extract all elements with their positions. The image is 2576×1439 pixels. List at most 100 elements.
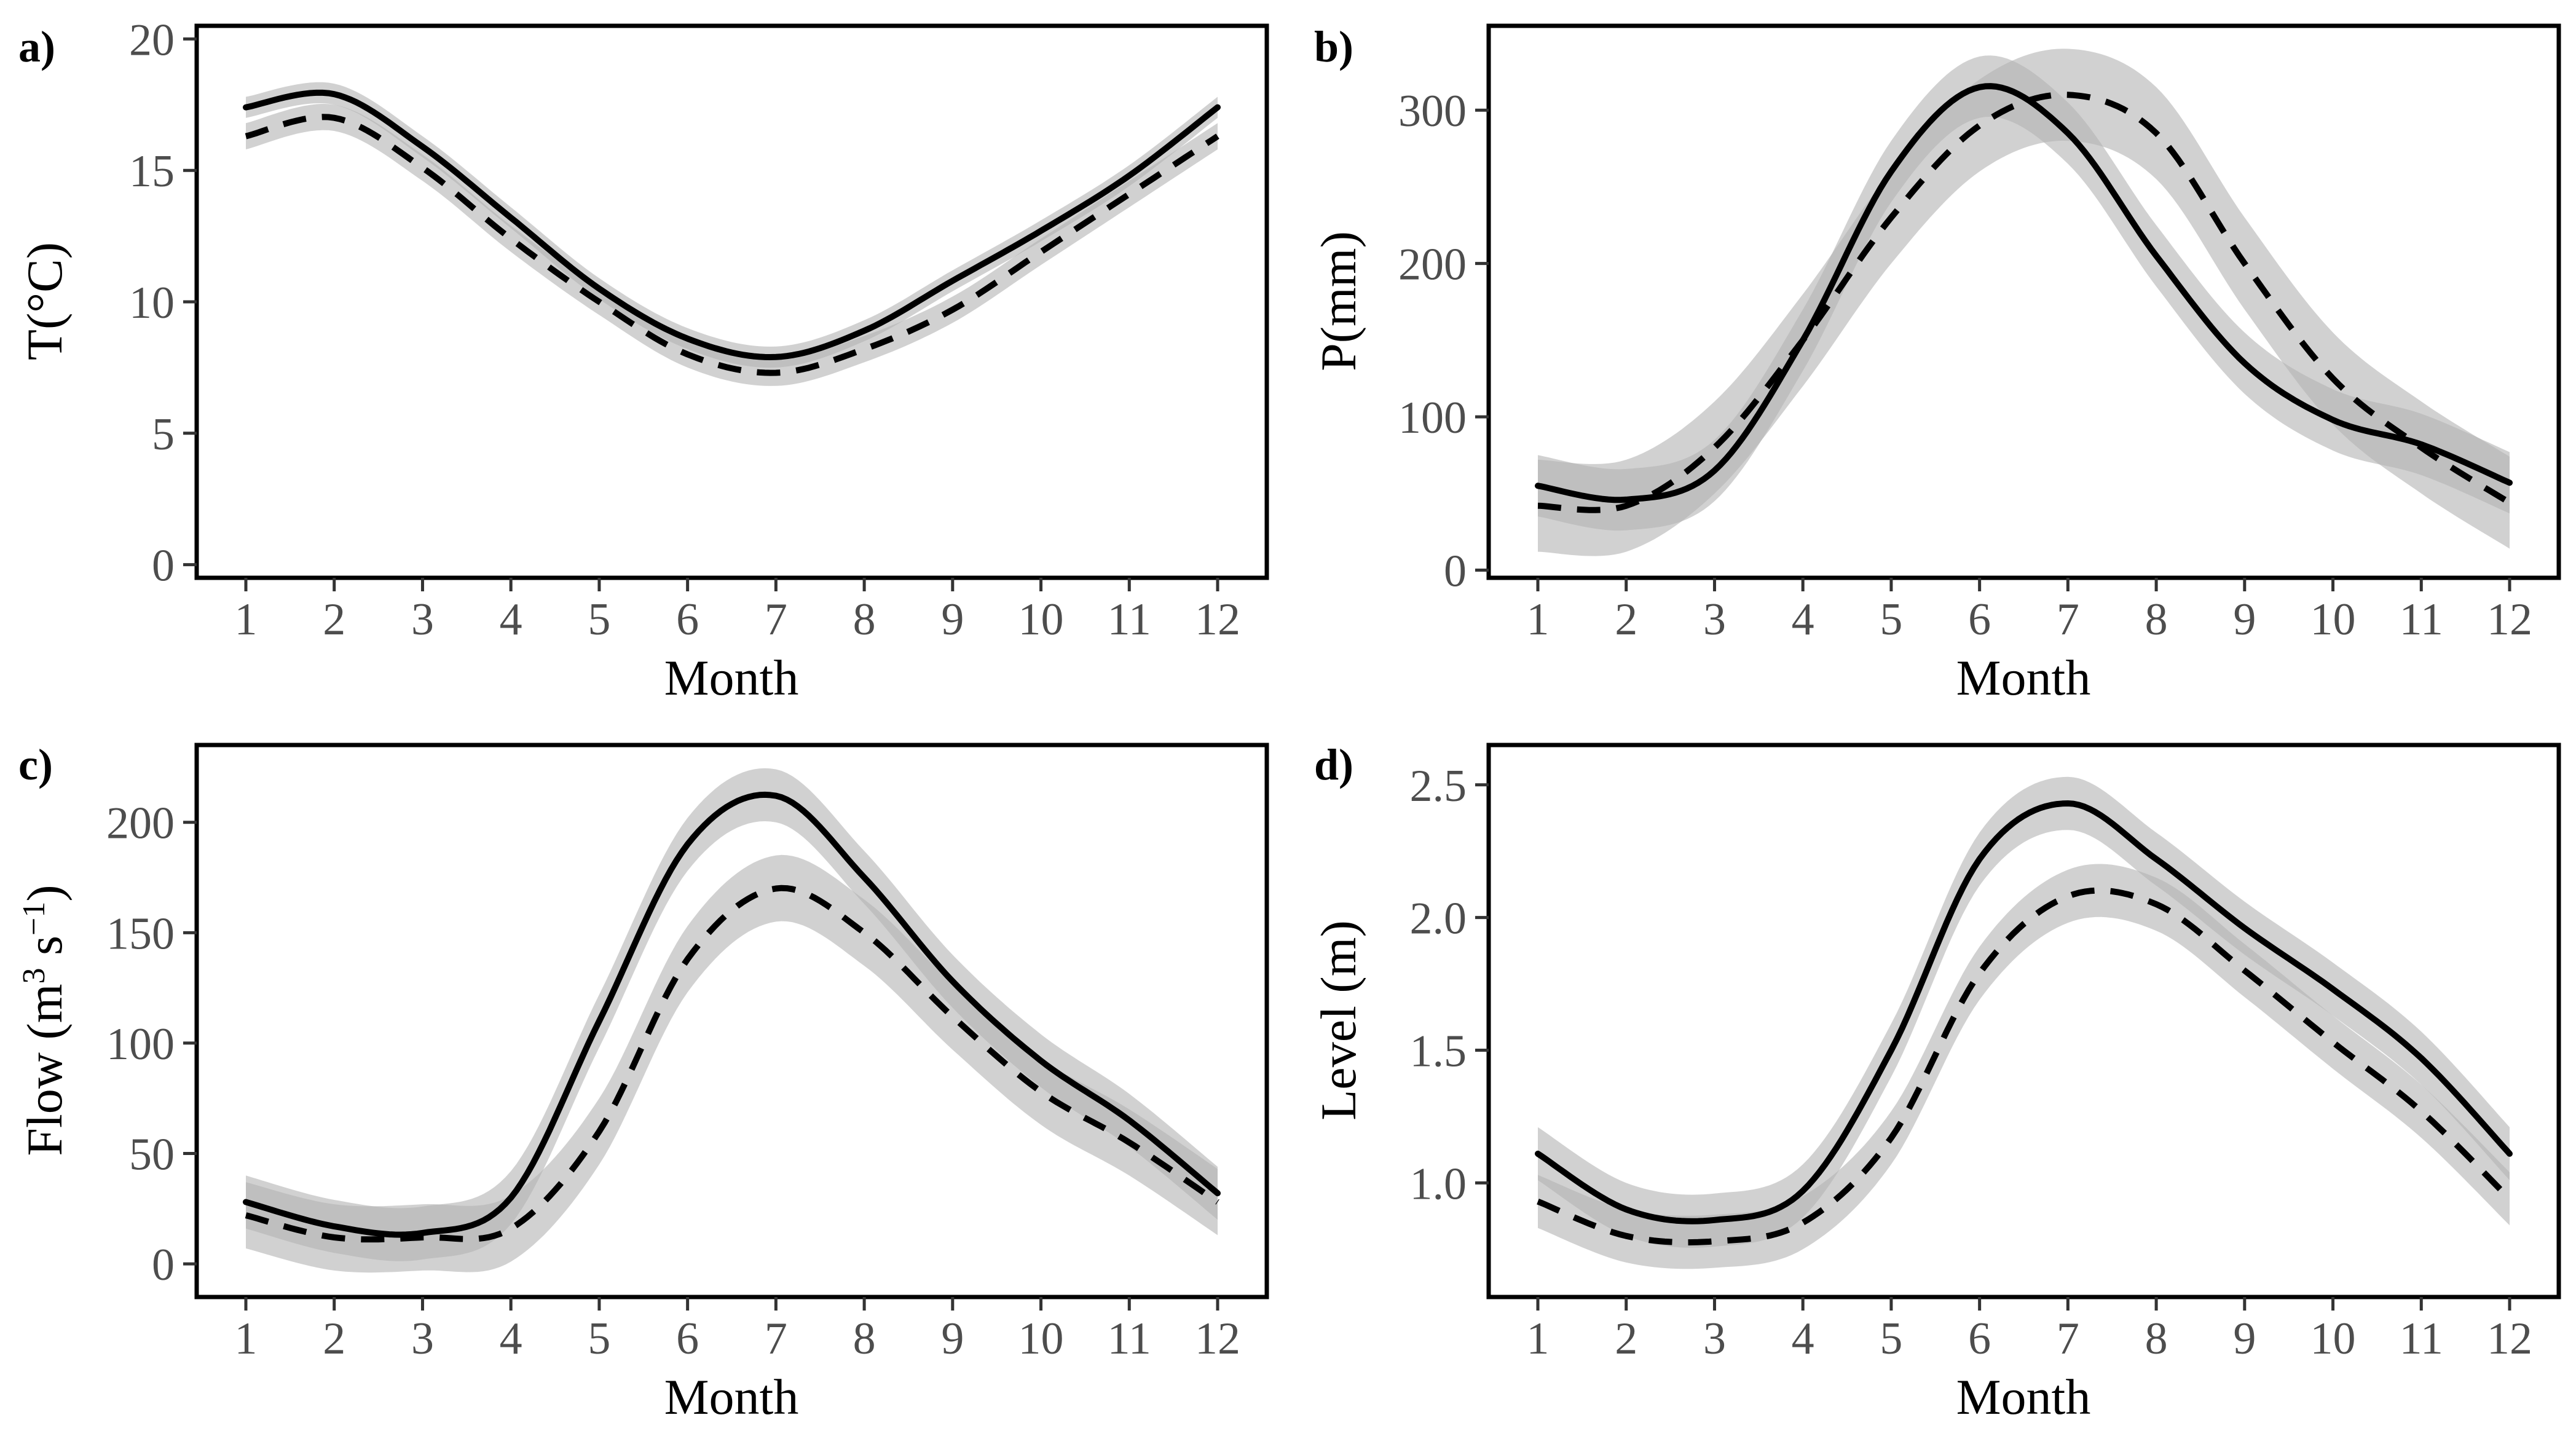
plot-frame	[1486, 743, 2561, 1299]
x-tick-label: 1	[1527, 1314, 1550, 1364]
x-tick-label: 6	[676, 594, 699, 645]
x-tick-label: 10	[2310, 1314, 2356, 1364]
x-tick-label: 3	[411, 1314, 434, 1364]
x-tick-label: 5	[1880, 1314, 1902, 1364]
y-axis-title-end: )	[17, 885, 73, 901]
y-tick-label: 150	[106, 909, 175, 959]
x-tick-label: 10	[1018, 1314, 1064, 1364]
x-axis-title: Month	[1956, 1369, 2091, 1425]
x-tick-label: 12	[1195, 594, 1240, 645]
x-tick-label: 1	[235, 594, 258, 645]
x-tick-label: 8	[2145, 594, 2168, 645]
x-tick-label: 4	[1792, 594, 1814, 645]
x-tick-label: 12	[2487, 1314, 2532, 1364]
y-tick-label: 0	[152, 541, 175, 591]
y-tick-label: 0	[152, 1240, 175, 1290]
x-tick-label: 11	[1108, 594, 1151, 645]
y-tick-label: 1.5	[1410, 1026, 1467, 1076]
y-tick-label: 10	[129, 278, 175, 328]
y-axis-title: P(mm)	[1310, 231, 1366, 371]
confidence-band	[1538, 776, 2510, 1248]
y-axis-title-mid: s	[17, 936, 73, 968]
x-tick-label: 2	[1615, 1314, 1637, 1364]
x-tick-label: 3	[1703, 594, 1726, 645]
dashed-series-line	[245, 885, 1219, 1243]
x-tick-label: 6	[1968, 1314, 1991, 1364]
panel-label: d)	[1314, 740, 1353, 789]
x-tick-label: 1	[235, 1314, 258, 1364]
y-axis: 1.0 1.5 2.0 2.5	[1410, 761, 1489, 1209]
solid-series-line	[1535, 800, 2513, 1224]
solid-series-line	[1535, 83, 2513, 503]
y-axis-title-sup1: 3	[17, 968, 52, 984]
x-tick-label: 11	[2400, 594, 2443, 645]
y-axis: 0 100 200 300	[1398, 86, 1489, 597]
x-tick-label: 4	[500, 594, 522, 645]
y-tick-label: 2.0	[1410, 894, 1467, 944]
x-tick-label: 9	[2233, 1314, 2256, 1364]
plot-frame	[1486, 23, 2561, 580]
y-axis: 0 50 100 150 200	[106, 798, 197, 1290]
x-tick-label: 9	[2233, 594, 2256, 645]
confidence-band	[1538, 49, 2510, 556]
x-tick-label: 4	[500, 1314, 522, 1364]
x-tick-label: 11	[2400, 1314, 2443, 1364]
x-tick-label: 10	[1018, 594, 1064, 645]
confidence-band	[246, 103, 1218, 386]
x-tick-label: 7	[2057, 594, 2079, 645]
x-tick-label: 5	[588, 594, 610, 645]
x-axis: 1 2 3 4 5 6 7 8 9 10 11 12	[235, 578, 1240, 645]
y-tick-label: 5	[152, 409, 175, 460]
y-tick-label: 2.5	[1410, 761, 1467, 811]
solid-series-line	[243, 791, 1221, 1238]
y-tick-label: 100	[106, 1019, 175, 1070]
series-lines	[243, 791, 1221, 1243]
y-tick-label: 1.0	[1410, 1159, 1467, 1209]
confidence-bands	[246, 82, 1218, 386]
y-axis-title: Flow (m3 s−1)	[17, 885, 73, 1156]
x-tick-label: 7	[2057, 1314, 2079, 1364]
x-axis-title: Month	[664, 650, 799, 706]
y-tick-label: 200	[106, 798, 175, 849]
y-tick-label: 15	[129, 146, 175, 197]
y-axis-title: Level (m)	[1310, 920, 1366, 1121]
x-tick-label: 12	[1195, 1314, 1240, 1364]
panel-label: c)	[18, 740, 53, 789]
x-tick-label: 8	[853, 1314, 876, 1364]
x-tick-label: 2	[323, 1314, 345, 1364]
y-axis-title-main: Flow (m	[17, 984, 73, 1156]
y-tick-label: 100	[1398, 393, 1467, 443]
confidence-bands	[1538, 49, 2510, 556]
x-tick-label: 6	[1968, 594, 1991, 645]
x-tick-label: 3	[1703, 1314, 1726, 1364]
dashed-series-line	[1537, 92, 2511, 513]
x-axis: 1 2 3 4 5 6 7 8 9 10 11 12	[235, 1297, 1240, 1364]
y-axis-title: T(°C)	[17, 242, 73, 360]
y-tick-label: 200	[1398, 240, 1467, 290]
x-axis-title: Month	[1956, 650, 2091, 706]
x-tick-label: 8	[2145, 1314, 2168, 1364]
x-tick-label: 7	[765, 1314, 787, 1364]
x-tick-label: 1	[1527, 594, 1550, 645]
x-tick-label: 4	[1792, 1314, 1814, 1364]
x-tick-label: 2	[323, 594, 345, 645]
x-tick-label: 12	[2487, 594, 2532, 645]
series-lines	[1535, 800, 2513, 1246]
panel-d: d) 1.01.52.02.5 1 2 3 4 5 6 7 8 9 10 11 12 Month Le…	[1310, 740, 2561, 1425]
x-axis: 1 2 3 4 5 6 7 8 9 10 11 12	[1527, 578, 2532, 645]
solid-series-line	[243, 89, 1221, 360]
panel-label: b)	[1314, 22, 1353, 71]
dashed-series-line	[245, 114, 1219, 376]
panel-label: a)	[18, 22, 55, 71]
y-axis: 0 5 10 15 20	[129, 15, 197, 591]
confidence-band	[1538, 55, 2510, 531]
confidence-band	[246, 768, 1218, 1261]
confidence-band	[1538, 864, 2510, 1269]
y-tick-label: 20	[129, 15, 175, 65]
y-tick-label: 0	[1444, 546, 1467, 597]
x-tick-label: 9	[941, 1314, 964, 1364]
